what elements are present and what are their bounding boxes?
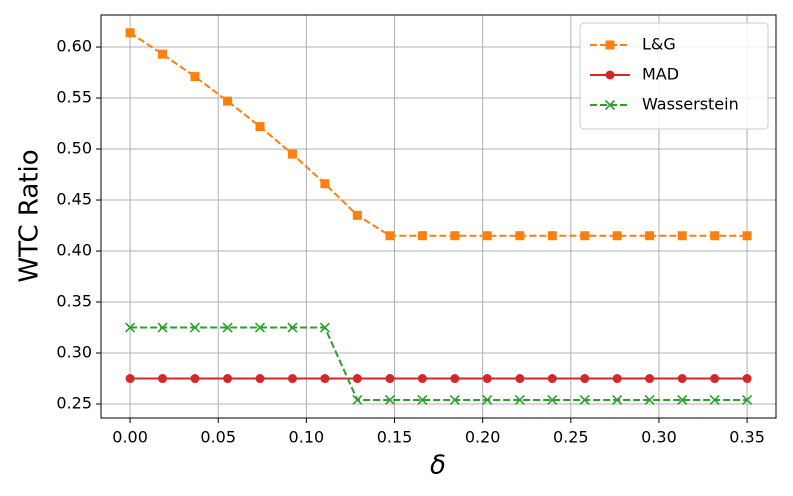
marker: [515, 231, 525, 241]
marker: [254, 322, 266, 333]
marker: [742, 374, 752, 384]
x-tick-label: 0.25: [553, 428, 589, 447]
y-tick-label: 0.60: [56, 37, 92, 56]
plot-frame: [100, 14, 777, 419]
marker: [482, 394, 493, 406]
y-tick-label: 0.40: [56, 241, 92, 260]
legend-label: MAD: [642, 65, 679, 84]
marker: [645, 231, 655, 241]
marker: [677, 231, 687, 241]
marker: [287, 322, 298, 333]
marker: [742, 394, 753, 406]
marker: [612, 374, 622, 384]
x-tick-label: 0.15: [377, 428, 413, 447]
y-tick-label: 0.25: [56, 394, 92, 413]
x-axis-label: δ: [430, 451, 446, 481]
marker: [319, 322, 330, 333]
marker: [450, 231, 460, 241]
y-tick-label: 0.50: [56, 139, 92, 158]
series-line: [130, 326, 748, 401]
marker: [223, 96, 233, 106]
marker: [547, 231, 557, 241]
series-line: [129, 31, 748, 237]
y-tick-label: 0.30: [56, 343, 92, 362]
marker: [157, 322, 168, 333]
marker: [125, 322, 136, 333]
legend-label: L&G: [642, 35, 676, 54]
marker: [255, 122, 265, 132]
marker: [612, 394, 623, 406]
marker: [287, 374, 297, 384]
marker: [644, 394, 655, 406]
marker: [515, 374, 525, 384]
legend-marker: [605, 40, 615, 50]
marker: [190, 72, 200, 82]
marker: [189, 322, 201, 333]
marker: [579, 394, 590, 406]
marker: [320, 179, 330, 189]
marker: [710, 231, 720, 241]
marker: [125, 374, 135, 384]
marker: [580, 231, 590, 241]
marker: [482, 231, 492, 241]
legend-marker: [605, 70, 615, 80]
marker: [677, 394, 688, 406]
marker: [352, 374, 362, 384]
marker: [449, 394, 460, 406]
x-tick-label: 0.30: [641, 428, 677, 447]
marker: [450, 374, 460, 384]
marker: [287, 149, 297, 159]
marker: [514, 394, 525, 406]
y-tick-label: 0.55: [56, 88, 92, 107]
marker: [645, 374, 655, 384]
marker: [612, 231, 622, 241]
y-tick-label: 0.35: [56, 292, 92, 311]
marker: [417, 394, 428, 406]
legend-marker: [604, 99, 616, 111]
marker: [742, 231, 752, 241]
marker: [190, 374, 200, 384]
marker: [417, 374, 427, 384]
legend-box: [579, 22, 769, 130]
y-axis-label: WTC Ratio: [15, 149, 45, 282]
marker: [158, 374, 168, 384]
marker: [547, 374, 557, 384]
x-tick-label: 0.20: [465, 428, 501, 447]
x-tick-label: 0.00: [112, 428, 148, 447]
marker: [710, 374, 720, 384]
marker: [255, 374, 265, 384]
x-tick-label: 0.05: [200, 428, 236, 447]
marker: [709, 394, 720, 406]
marker: [222, 322, 233, 333]
marker: [158, 49, 168, 59]
marker: [125, 28, 135, 38]
marker: [417, 231, 427, 241]
x-tick-label: 0.10: [289, 428, 325, 447]
marker: [580, 374, 590, 384]
marker: [384, 394, 395, 406]
marker: [547, 394, 558, 406]
legend-label: Wasserstein: [642, 95, 739, 114]
marker: [482, 374, 492, 384]
marker: [385, 231, 395, 241]
marker: [352, 394, 363, 406]
marker: [352, 210, 362, 220]
y-tick-label: 0.45: [56, 190, 92, 209]
marker: [223, 374, 233, 384]
x-tick-label: 0.35: [729, 428, 765, 447]
marker: [320, 374, 330, 384]
marker: [385, 374, 395, 384]
marker: [677, 374, 687, 384]
